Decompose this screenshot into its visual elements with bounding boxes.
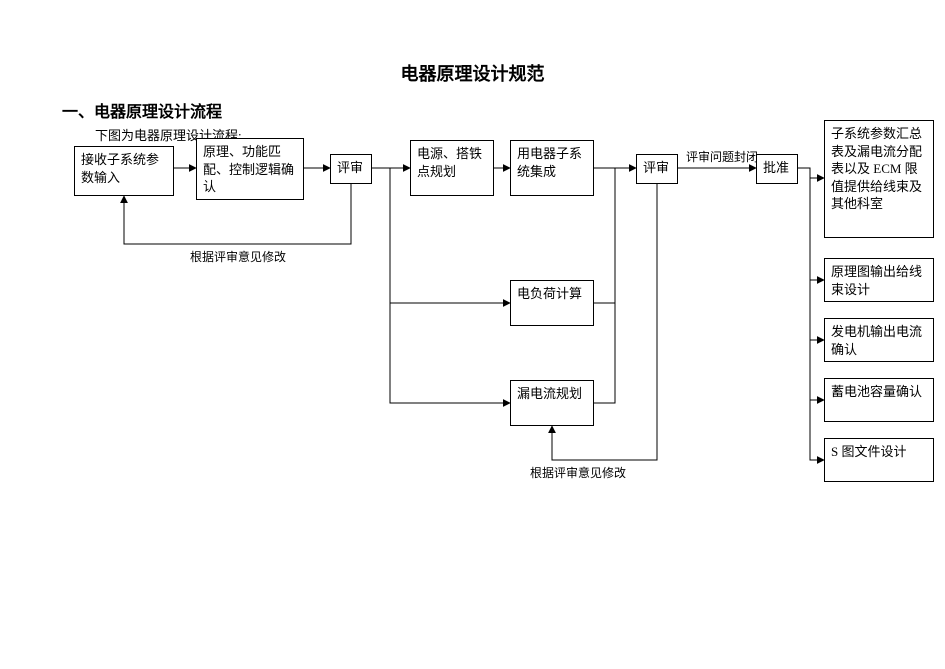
node-s-drawing: S 图文件设计 [824,438,934,482]
node-consumer-subsystem-integ: 用电器子系统集成 [510,140,594,196]
node-review-2: 评审 [636,154,678,184]
label-modify-2: 根据评审意见修改 [530,464,626,481]
doc-title: 电器原理设计规范 [0,60,945,86]
node-approve: 批准 [756,154,798,184]
node-review-1: 评审 [330,154,372,184]
section-heading: 一、电器原理设计流程 [62,98,222,122]
page: 电器原理设计规范 一、电器原理设计流程 下图为电器原理设计流程: 接收子系统参数… [0,0,945,669]
node-leakage-plan: 漏电流规划 [510,380,594,426]
node-battery-capacity: 蓄电池容量确认 [824,378,934,422]
label-modify-1: 根据评审意见修改 [190,248,286,265]
node-schematic-output: 原理图输出给线束设计 [824,258,934,302]
node-generator-current: 发电机输出电流确认 [824,318,934,362]
node-principle-match-confirm: 原理、功能匹配、控制逻辑确认 [196,138,304,200]
node-output-tables: 子系统参数汇总表及漏电流分配表以及 ECM 限值提供给线束及其他科室 [824,120,934,238]
label-issue-closed: 评审问题封闭 [686,148,758,165]
node-receive-subsystem-input: 接收子系统参数输入 [74,146,174,196]
node-eload-calc: 电负荷计算 [510,280,594,326]
node-power-ground-plan: 电源、搭铁点规划 [410,140,494,196]
